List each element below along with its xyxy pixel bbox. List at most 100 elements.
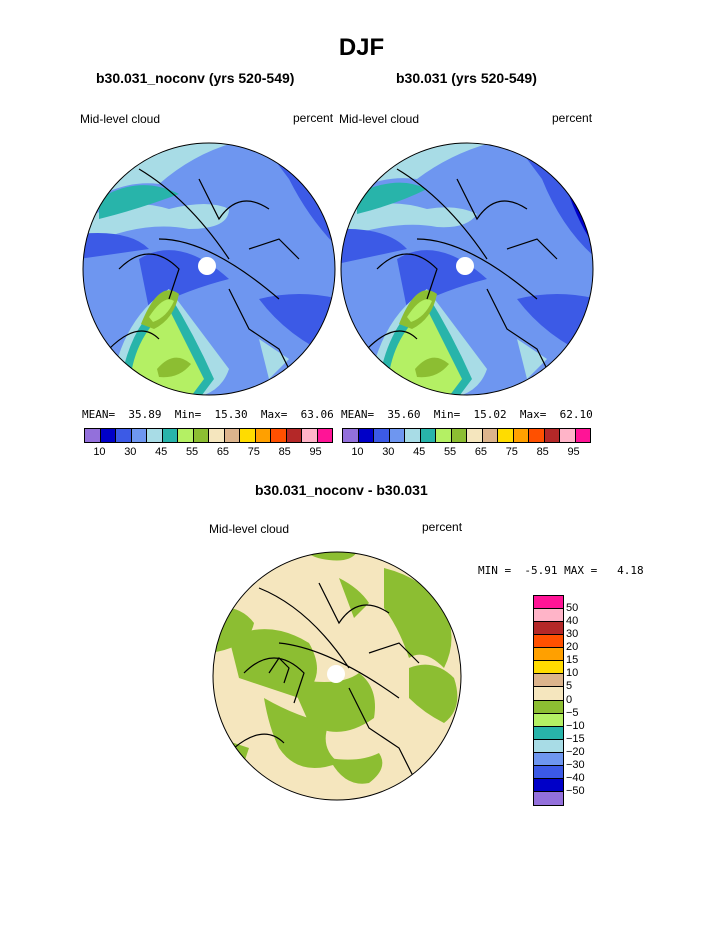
left-field-label: Mid-level cloud (80, 112, 161, 126)
colorbar-swatch (405, 429, 421, 442)
diff-polar-map (212, 551, 462, 801)
colorbar-swatch (534, 726, 563, 740)
colorbar-tick-label: −5 (566, 706, 579, 719)
colorbar-tick-label: 45 (413, 446, 426, 458)
colorbar-swatch (534, 661, 563, 675)
left-colorbar-labels: 10 30 45 55 65 75 85 95 (84, 446, 331, 460)
diff-units-label: percent (422, 520, 463, 534)
colorbar-swatch (544, 429, 560, 442)
colorbar-swatch (534, 609, 563, 623)
right-polar-map (340, 142, 594, 396)
colorbar-tick-label: 95 (309, 446, 322, 458)
colorbar-swatch (224, 429, 240, 442)
colorbar-swatch (255, 429, 271, 442)
colorbar-tick-label: −30 (566, 758, 585, 771)
colorbar-swatch (436, 429, 452, 442)
colorbar-swatch (178, 429, 194, 442)
colorbar-swatch (534, 687, 563, 701)
colorbar-swatch (85, 429, 101, 442)
colorbar-swatch (147, 429, 163, 442)
right-colorbar (342, 428, 591, 443)
colorbar-tick-label: 40 (566, 615, 579, 628)
colorbar-swatch (343, 429, 359, 442)
colorbar-swatch (209, 429, 225, 442)
colorbar-swatch (193, 429, 209, 442)
colorbar-swatch (482, 429, 498, 442)
diff-stats: MIN = -5.91 MAX = 4.18 (478, 564, 644, 577)
colorbar-swatch (286, 429, 302, 442)
colorbar-tick-label: 75 (247, 446, 260, 458)
colorbar-swatch (560, 429, 576, 442)
page-title: DJF (338, 34, 385, 61)
left-units-label: percent (293, 111, 334, 125)
left-panel-title: b30.031_noconv (yrs 520-549) (96, 70, 295, 86)
colorbar-swatch (534, 765, 563, 779)
colorbar-swatch (317, 429, 332, 442)
colorbar-swatch (534, 648, 563, 662)
colorbar-swatch (534, 739, 563, 753)
colorbar-swatch (389, 429, 405, 442)
right-field-label: Mid-level cloud (339, 112, 420, 126)
colorbar-swatch (534, 791, 563, 805)
colorbar-tick-label: 5 (566, 680, 573, 693)
colorbar-swatch (420, 429, 436, 442)
colorbar-tick-label: 10 (93, 446, 106, 458)
colorbar-swatch (529, 429, 545, 442)
colorbar-swatch (302, 429, 318, 442)
colorbar-swatch (534, 674, 563, 688)
colorbar-swatch (575, 429, 590, 442)
colorbar-tick-label: 20 (566, 641, 579, 654)
colorbar-tick-label: −15 (566, 732, 585, 745)
colorbar-tick-label: 65 (474, 446, 488, 458)
left-polar-map (82, 142, 336, 396)
diff-colorbar (533, 595, 564, 806)
colorbar-tick-label: 30 (124, 446, 137, 458)
left-stats: MEAN= 35.89 Min= 15.30 Max= 63.06 (82, 408, 334, 421)
left-colorbar (84, 428, 333, 443)
colorbar-swatch (467, 429, 483, 442)
colorbar-swatch (498, 429, 514, 442)
colorbar-swatch (534, 596, 563, 610)
colorbar-tick-label: 65 (216, 446, 230, 458)
colorbar-tick-label: 55 (443, 446, 457, 458)
colorbar-tick-label: 50 (566, 602, 579, 615)
right-stats: MEAN= 35.60 Min= 15.02 Max= 62.10 (341, 408, 593, 421)
colorbar-tick-label: −20 (566, 745, 585, 758)
colorbar-swatch (534, 752, 563, 766)
colorbar-tick-label: 85 (536, 446, 549, 458)
colorbar-swatch (534, 700, 563, 714)
right-units-label: percent (552, 111, 593, 125)
colorbar-swatch (534, 635, 563, 649)
colorbar-tick-label: −10 (566, 719, 585, 732)
diff-field-label: Mid-level cloud (209, 522, 290, 536)
colorbar-tick-label: 0 (566, 693, 573, 706)
colorbar-tick-label: 95 (567, 446, 580, 458)
diff-panel-title: b30.031_noconv - b30.031 (255, 482, 428, 498)
colorbar-tick-label: 30 (566, 628, 579, 641)
colorbar-swatch (358, 429, 374, 442)
colorbar-swatch (451, 429, 467, 442)
colorbar-swatch (534, 778, 563, 792)
colorbar-swatch (534, 622, 563, 636)
colorbar-tick-label: 85 (278, 446, 291, 458)
colorbar-tick-label: −40 (566, 771, 585, 784)
colorbar-swatch (162, 429, 178, 442)
colorbar-swatch (374, 429, 390, 442)
colorbar-swatch (131, 429, 147, 442)
colorbar-tick-label: 45 (155, 446, 168, 458)
colorbar-swatch (534, 713, 563, 727)
colorbar-tick-label: 10 (351, 446, 364, 458)
right-panel-title: b30.031 (yrs 520-549) (396, 70, 537, 86)
colorbar-swatch (513, 429, 529, 442)
colorbar-tick-label: 10 (566, 667, 579, 680)
colorbar-tick-label: 30 (382, 446, 395, 458)
colorbar-tick-label: −50 (566, 785, 585, 798)
colorbar-tick-label: 75 (505, 446, 518, 458)
colorbar-swatch (116, 429, 132, 442)
right-colorbar-labels: 10 30 45 55 65 75 85 95 (342, 446, 589, 460)
colorbar-tick-label: 15 (566, 654, 579, 667)
colorbar-swatch (100, 429, 116, 442)
colorbar-swatch (240, 429, 256, 442)
colorbar-tick-label: 55 (185, 446, 199, 458)
colorbar-swatch (271, 429, 287, 442)
